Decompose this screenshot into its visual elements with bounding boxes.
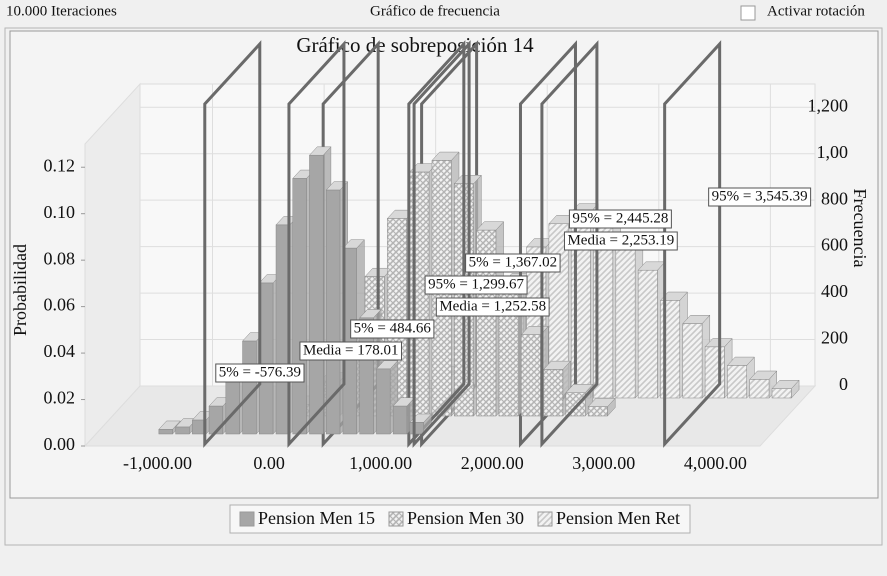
legend-swatch <box>239 511 255 527</box>
y2-axis-title: Frecuencia <box>850 189 870 268</box>
bar <box>392 405 408 435</box>
marker-label-box <box>215 363 305 383</box>
marker-frame <box>287 40 346 448</box>
marker-label: Media = 178.01 <box>299 341 402 361</box>
marker-label-box <box>424 275 528 295</box>
marker-frame <box>540 40 599 448</box>
marker-label: 5% = 484.66 <box>350 319 435 339</box>
bar <box>771 388 792 399</box>
marker-label-text: Media = 2,253.19 <box>567 232 674 248</box>
y2-tick-label: 1,200 <box>808 95 849 115</box>
iterations: 10.000 Iteraciones <box>6 3 117 19</box>
checkbox-label[interactable]: Activar rotación <box>767 3 865 19</box>
y-axis-title: Probabilidad <box>10 244 30 336</box>
marker-label-box <box>465 253 561 273</box>
bar <box>565 392 586 417</box>
marker-label-box <box>563 231 678 251</box>
bar <box>376 368 391 435</box>
x-tick-label: 1,000.00 <box>349 453 412 473</box>
x-tick-label: -1,000.00 <box>123 453 192 473</box>
x-tick-label: 0.00 <box>253 453 285 473</box>
y-tick-label: 0.06 <box>44 295 76 315</box>
y-tick-label: 0.10 <box>44 202 76 222</box>
x-tick-label: 4,000.00 <box>684 453 747 473</box>
marker-label: Media = 1,252.58 <box>435 297 550 317</box>
legend <box>229 504 691 534</box>
bar <box>727 365 747 399</box>
marker-label: 95% = 2,445.28 <box>568 209 672 229</box>
legend-label[interactable]: Pension Men 15 <box>258 508 375 528</box>
marker-label-box <box>708 187 812 207</box>
y-tick-label: 0.12 <box>44 155 76 175</box>
marker-label: 5% = 1,367.02 <box>465 253 561 273</box>
bar <box>175 426 190 435</box>
bar <box>309 154 324 435</box>
y2-tick-label: 200 <box>821 328 848 348</box>
legend-swatch <box>537 511 553 527</box>
bar <box>158 429 173 435</box>
y2-tick-label: 800 <box>821 188 848 208</box>
bar <box>615 246 636 399</box>
bar <box>587 406 608 417</box>
marker-frame <box>203 40 262 448</box>
view-title[interactable]: Gráfico de frecuencia <box>370 3 500 19</box>
marker-label: Media = 2,253.19 <box>563 231 678 251</box>
bar <box>637 269 658 399</box>
marker-label: 95% = 3,545.39 <box>708 187 812 207</box>
marker-label-text: 5% = -576.39 <box>219 364 301 380</box>
legend-label[interactable]: Pension Men Ret <box>556 508 680 528</box>
marker-label-text: 5% = 1,367.02 <box>469 254 557 270</box>
marker-label-text: Media = 178.01 <box>303 342 399 358</box>
y-tick-label: 0.08 <box>44 248 76 268</box>
bar <box>259 282 274 435</box>
y-tick-label: 0.04 <box>44 341 76 361</box>
legend-swatch <box>388 511 404 527</box>
marker-label-text: 95% = 3,545.39 <box>712 188 808 204</box>
marker-label: 95% = 1,299.67 <box>424 275 528 295</box>
bar <box>292 178 307 435</box>
marker-frame <box>412 40 471 448</box>
bar <box>520 334 541 417</box>
y-tick-label: 0.02 <box>44 388 76 408</box>
marker-frame <box>407 40 466 448</box>
legend-label[interactable]: Pension Men 30 <box>407 508 524 528</box>
y2-tick-label: 600 <box>821 235 848 255</box>
y-tick-label: 0.00 <box>44 434 76 454</box>
bar <box>325 189 341 435</box>
marker-label-box <box>435 297 550 317</box>
marker-label-box <box>350 319 435 339</box>
y2-tick-label: 0 <box>839 374 848 394</box>
marker-label-text: 95% = 2,445.28 <box>572 210 668 226</box>
y2-tick-label: 400 <box>821 281 848 301</box>
marker-label-text: Media = 1,252.58 <box>439 298 546 314</box>
x-tick-label: 2,000.00 <box>461 453 524 473</box>
marker-label-box <box>568 209 672 229</box>
x-tick-label: 3,000.00 <box>572 453 635 473</box>
bar <box>242 340 257 435</box>
marker-label-box <box>299 341 402 361</box>
bar <box>225 375 240 435</box>
marker-label-text: 95% = 1,299.67 <box>428 276 524 292</box>
bar <box>749 379 770 399</box>
bar <box>543 369 564 417</box>
chart-title: Gráfico de sobreposición 14 <box>296 33 534 57</box>
marker-label: 5% = -576.39 <box>215 363 305 383</box>
checkbox[interactable] <box>740 5 756 21</box>
y2-tick-label: 1,00 <box>817 142 849 162</box>
bar <box>682 323 703 399</box>
side-wall <box>84 82 141 448</box>
marker-label-text: 5% = 484.66 <box>354 320 432 336</box>
bar <box>409 422 424 435</box>
